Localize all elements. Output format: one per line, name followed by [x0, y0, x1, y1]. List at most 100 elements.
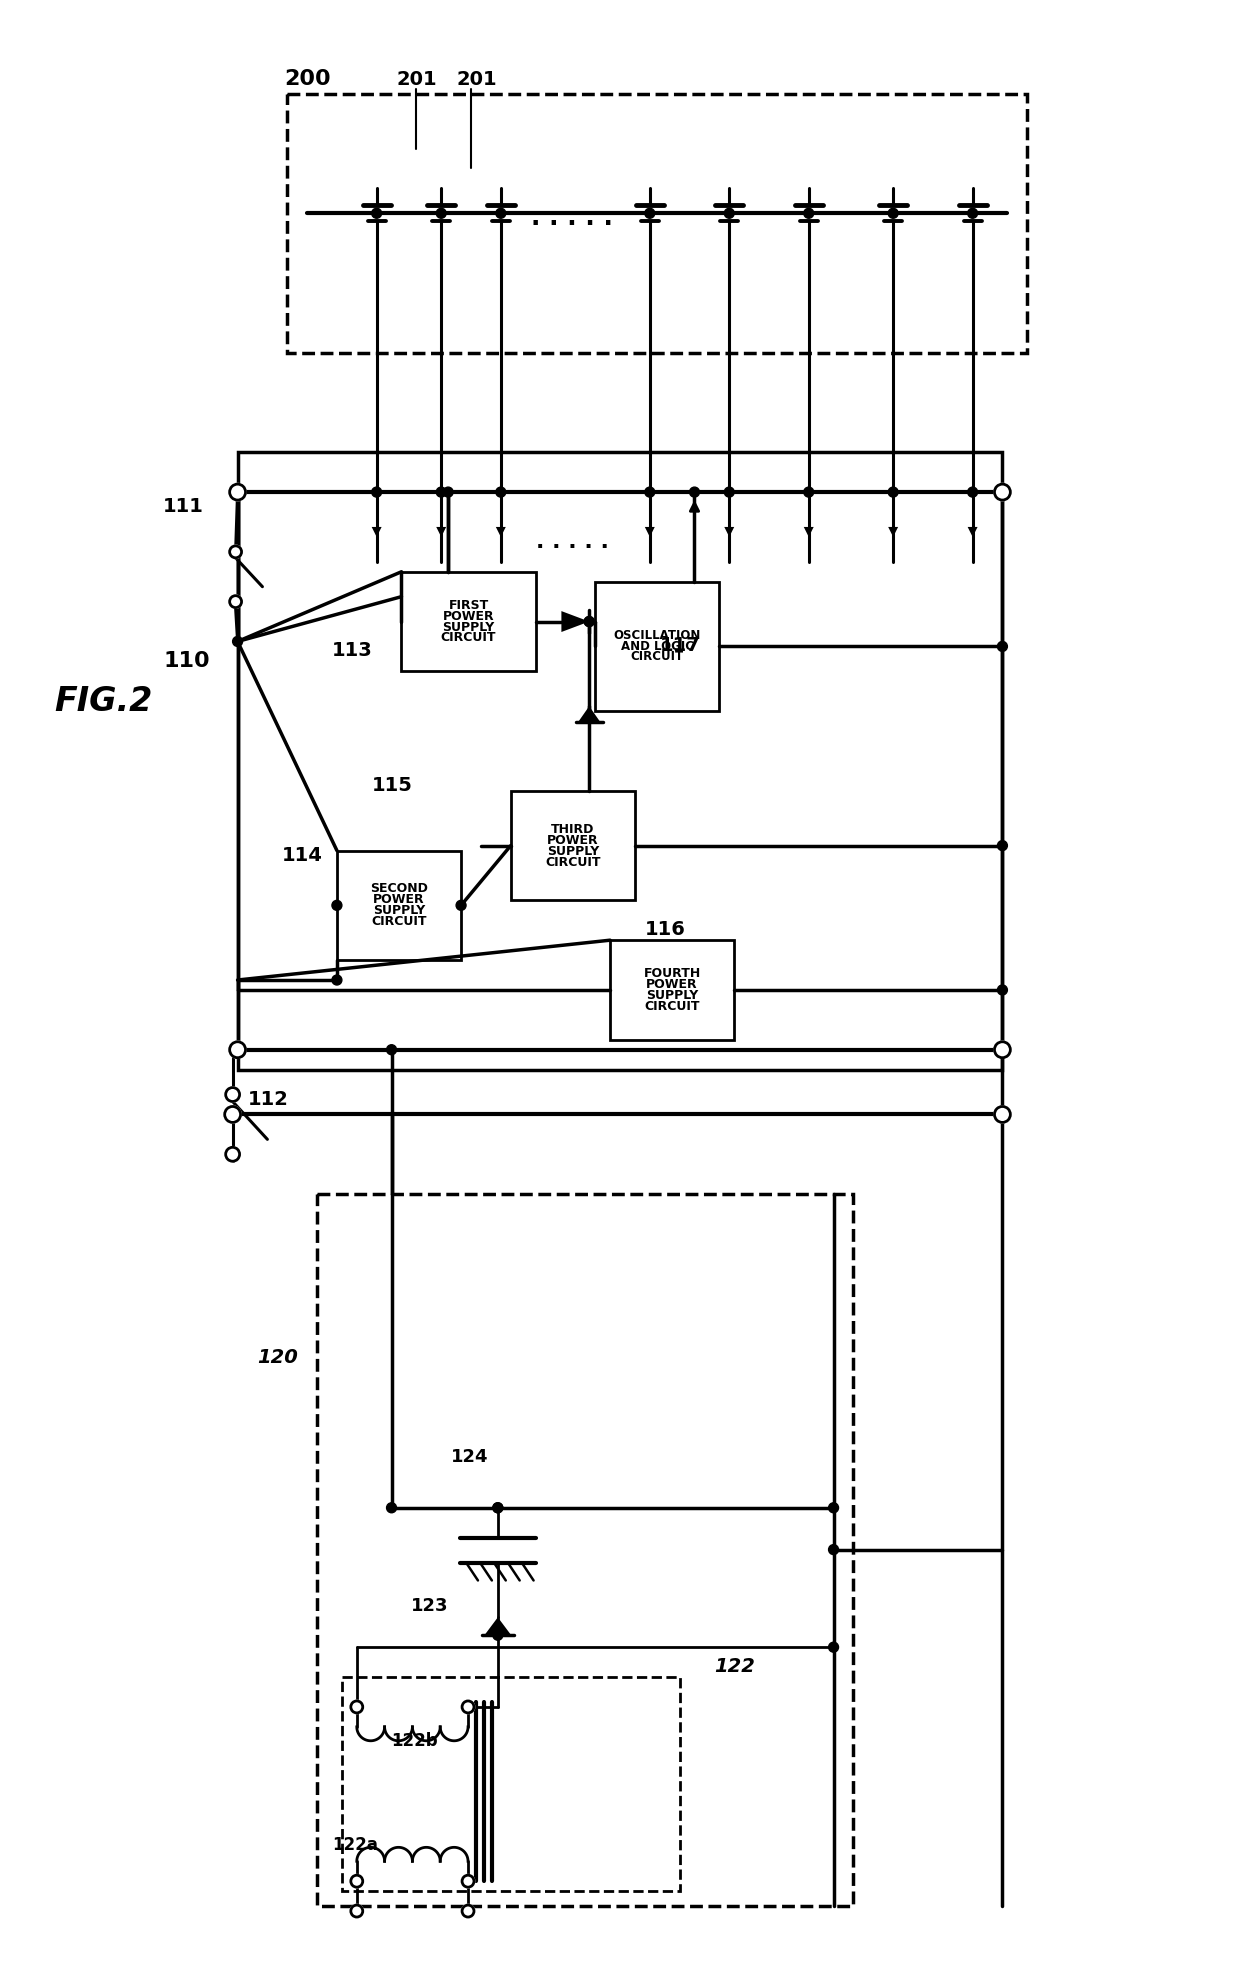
Circle shape — [584, 616, 594, 626]
Text: 120: 120 — [258, 1349, 299, 1366]
Circle shape — [233, 636, 243, 646]
Text: 116: 116 — [645, 920, 686, 939]
Polygon shape — [967, 528, 977, 538]
Polygon shape — [645, 528, 655, 538]
Circle shape — [997, 841, 1007, 851]
Text: . . . . .: . . . . . — [536, 532, 609, 551]
Circle shape — [436, 486, 446, 496]
Text: AND LOGIC: AND LOGIC — [621, 640, 693, 654]
Bar — [595, 581, 719, 711]
Text: SECOND: SECOND — [370, 882, 428, 896]
Circle shape — [463, 1701, 474, 1713]
Circle shape — [994, 484, 1011, 500]
Text: 114: 114 — [283, 845, 324, 864]
Text: 111: 111 — [164, 496, 203, 516]
Circle shape — [888, 486, 898, 496]
Circle shape — [463, 1906, 474, 1918]
Circle shape — [224, 1107, 241, 1122]
Text: 122b: 122b — [392, 1733, 438, 1750]
Polygon shape — [804, 528, 813, 538]
Polygon shape — [496, 528, 506, 538]
Text: POWER: POWER — [443, 610, 495, 622]
Text: 115: 115 — [372, 776, 413, 795]
Circle shape — [372, 209, 382, 219]
Circle shape — [226, 1087, 239, 1101]
Text: SUPPLY: SUPPLY — [547, 845, 599, 858]
Text: POWER: POWER — [373, 894, 425, 906]
Circle shape — [645, 209, 655, 219]
Text: 124: 124 — [451, 1447, 489, 1467]
Bar — [511, 792, 635, 900]
Text: FOURTH: FOURTH — [644, 967, 701, 981]
Text: 117: 117 — [660, 636, 701, 656]
Circle shape — [229, 1042, 246, 1057]
Text: SUPPLY: SUPPLY — [443, 620, 495, 634]
Text: CIRCUIT: CIRCUIT — [631, 650, 683, 664]
Circle shape — [332, 900, 342, 910]
Text: 122: 122 — [714, 1658, 755, 1676]
Text: 200: 200 — [284, 69, 331, 89]
Circle shape — [804, 209, 813, 219]
Circle shape — [456, 900, 466, 910]
Circle shape — [997, 642, 1007, 652]
Circle shape — [997, 984, 1007, 994]
Circle shape — [828, 1642, 838, 1652]
Circle shape — [584, 616, 594, 626]
Circle shape — [492, 1630, 502, 1640]
Text: CIRCUIT: CIRCUIT — [645, 1000, 699, 1012]
Circle shape — [387, 1046, 397, 1055]
Circle shape — [229, 597, 242, 608]
Text: 113: 113 — [332, 642, 373, 660]
Circle shape — [226, 1148, 239, 1162]
Circle shape — [496, 209, 506, 219]
Circle shape — [496, 486, 506, 496]
Polygon shape — [578, 707, 600, 723]
Text: FIG.2: FIG.2 — [55, 685, 153, 719]
Circle shape — [332, 975, 342, 984]
Circle shape — [724, 486, 734, 496]
Polygon shape — [562, 610, 589, 632]
Circle shape — [387, 1502, 397, 1512]
Circle shape — [967, 209, 977, 219]
Circle shape — [492, 1502, 502, 1512]
Circle shape — [229, 545, 242, 557]
Polygon shape — [436, 528, 446, 538]
Circle shape — [994, 1107, 1011, 1122]
Text: FIRST: FIRST — [449, 599, 489, 612]
Text: CIRCUIT: CIRCUIT — [371, 916, 427, 927]
Circle shape — [724, 209, 734, 219]
Bar — [610, 939, 734, 1040]
Text: 122a: 122a — [332, 1837, 378, 1855]
Bar — [288, 95, 1027, 352]
Bar — [317, 1193, 853, 1906]
Text: POWER: POWER — [646, 979, 698, 990]
Circle shape — [436, 209, 446, 219]
Text: POWER: POWER — [547, 833, 599, 847]
Text: 201: 201 — [397, 69, 438, 89]
Circle shape — [828, 1502, 838, 1512]
Bar — [238, 453, 1002, 1069]
Bar — [337, 851, 461, 961]
Circle shape — [372, 486, 382, 496]
Polygon shape — [888, 528, 898, 538]
Text: OSCILLATION: OSCILLATION — [614, 630, 701, 642]
Circle shape — [351, 1701, 363, 1713]
Polygon shape — [724, 528, 734, 538]
Circle shape — [967, 486, 977, 496]
Text: 201: 201 — [456, 69, 497, 89]
Circle shape — [888, 209, 898, 219]
Circle shape — [492, 1502, 502, 1512]
Text: . . . . .: . . . . . — [532, 207, 614, 230]
Polygon shape — [485, 1617, 511, 1634]
Text: CIRCUIT: CIRCUIT — [440, 632, 496, 644]
Circle shape — [443, 486, 453, 496]
Text: 123: 123 — [412, 1597, 449, 1615]
Circle shape — [463, 1874, 474, 1886]
Circle shape — [351, 1906, 363, 1918]
Circle shape — [994, 1042, 1011, 1057]
Circle shape — [804, 486, 813, 496]
Circle shape — [828, 1544, 838, 1556]
Polygon shape — [372, 528, 382, 538]
Text: 110: 110 — [164, 652, 210, 671]
Circle shape — [645, 486, 655, 496]
